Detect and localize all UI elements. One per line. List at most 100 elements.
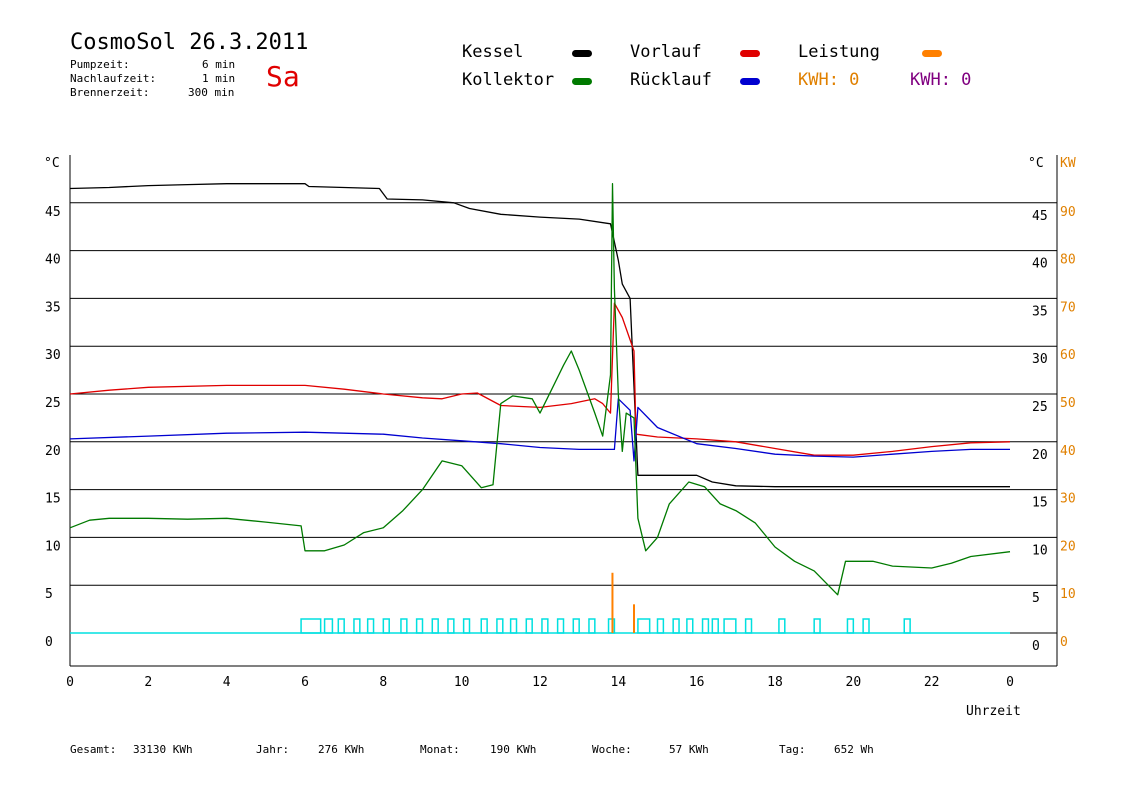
y-unit-left: °C xyxy=(44,156,60,171)
x-tick-label: 0 xyxy=(1006,675,1014,690)
pump-mark xyxy=(480,618,488,634)
y-tick-label-right: 0 xyxy=(1032,639,1040,654)
x-tick-label: 18 xyxy=(767,675,783,690)
pump-mark xyxy=(862,618,870,634)
pump-mark xyxy=(813,618,821,634)
y-tick-label: 5 xyxy=(45,587,53,602)
footer-gesamt-label: Gesamt: xyxy=(70,743,117,756)
footer-woche-value: 57 KWh xyxy=(669,743,709,756)
pump-mark xyxy=(496,618,504,634)
legend-vorlauf-swatch xyxy=(740,50,760,57)
pump-mark xyxy=(509,618,518,634)
footer-jahr-label: Jahr: xyxy=(256,743,290,756)
x-axis-label: Uhrzeit xyxy=(966,704,1021,719)
pump-mark xyxy=(588,618,596,634)
x-tick-label: 10 xyxy=(454,675,470,690)
legend-ruecklauf-swatch xyxy=(740,78,760,85)
y-tick-label: 25 xyxy=(45,396,61,411)
pump-mark xyxy=(382,618,390,634)
pump-mark xyxy=(300,618,322,634)
pump-mark xyxy=(337,618,345,634)
series-line-vorlauf xyxy=(69,302,1011,456)
y-unit-right: °C xyxy=(1028,156,1044,171)
y-tick-label-right: 10 xyxy=(1032,543,1048,558)
y-tick-label-power: 30 xyxy=(1060,492,1076,507)
params-block: Pumpzeit: 6 min Nachlaufzeit: 1 min Bren… xyxy=(70,58,235,156)
x-tick-label: 8 xyxy=(379,675,387,690)
pump-mark xyxy=(572,618,580,634)
y-tick-label: 10 xyxy=(45,539,61,554)
pump-mark xyxy=(711,618,719,634)
x-tick-label: 2 xyxy=(144,675,152,690)
pump-mark xyxy=(447,618,455,634)
pump-mark xyxy=(353,618,361,634)
x-tick-label: 12 xyxy=(532,675,548,690)
pump-mark xyxy=(525,618,533,634)
y-tick-label-power: 60 xyxy=(1060,348,1076,363)
legend-kessel-swatch xyxy=(572,50,592,57)
pump-mark xyxy=(701,618,710,634)
footer-tag-value: 652 Wh xyxy=(834,743,874,756)
y-tick-label-right: 15 xyxy=(1032,496,1048,511)
y-tick-label-right: 20 xyxy=(1032,448,1048,463)
y-tick-label-right: 45 xyxy=(1032,209,1048,224)
legend-vorlauf-label: Vorlauf xyxy=(630,42,702,62)
y-tick-label: 15 xyxy=(45,492,61,507)
y-tick-label-right: 30 xyxy=(1032,352,1048,367)
pump-mark xyxy=(723,618,737,634)
pump-mark xyxy=(744,618,753,634)
legend-kessel-label: Kessel xyxy=(462,42,524,62)
footer-jahr-value: 276 KWh xyxy=(318,743,365,756)
y-tick-label: 20 xyxy=(45,444,61,459)
legend-kwh-orange: KWH: 0 xyxy=(798,70,860,90)
pump-mark xyxy=(778,618,786,634)
y-tick-label: 0 xyxy=(45,635,53,650)
param-value: 300 min xyxy=(188,86,235,99)
footer-tag-label: Tag: xyxy=(779,743,806,756)
weekday-label: Sa xyxy=(266,60,300,93)
pump-mark xyxy=(686,618,694,634)
series-line-rücklauf xyxy=(69,398,1010,462)
legend-kollektor-label: Kollektor xyxy=(462,70,555,90)
y-tick-label-power: 50 xyxy=(1060,396,1076,411)
x-tick-label: 14 xyxy=(611,675,627,690)
y-tick-label-power: 0 xyxy=(1060,635,1068,650)
param-label: Nachlaufzeit: xyxy=(70,72,157,85)
pump-mark xyxy=(672,618,680,634)
y-tick-label: 45 xyxy=(45,205,61,220)
x-tick-label: 0 xyxy=(66,675,74,690)
pump-mark xyxy=(431,618,439,634)
y-tick-label-power: 70 xyxy=(1060,300,1076,315)
pump-mark xyxy=(462,618,471,634)
x-tick-label: 4 xyxy=(223,675,231,690)
x-tick-label: 20 xyxy=(846,675,862,690)
pump-mark xyxy=(541,618,549,634)
param-value: 6 min xyxy=(202,58,236,71)
legend-kollektor-swatch xyxy=(572,78,592,85)
legend-ruecklauf-label: Rücklauf xyxy=(630,70,712,90)
pump-mark xyxy=(366,618,375,634)
legend-kwh-purple: KWH: 0 xyxy=(910,70,972,90)
y-tick-label: 40 xyxy=(45,253,61,268)
x-tick-label: 22 xyxy=(924,675,940,690)
y-tick-label-power: 20 xyxy=(1060,539,1076,554)
x-tick-label: 16 xyxy=(689,675,705,690)
series-line-kessel xyxy=(69,183,1010,488)
y-tick-label-power: 10 xyxy=(1060,587,1076,602)
pump-mark xyxy=(903,618,911,634)
pump-mark xyxy=(556,618,565,634)
y-tick-label-power: 80 xyxy=(1060,253,1076,268)
pump-mark xyxy=(400,618,408,634)
footer-gesamt-value: 33130 KWh xyxy=(133,743,193,756)
legend-leistung-swatch xyxy=(922,50,942,57)
y-tick-label-power: 90 xyxy=(1060,205,1076,220)
series-line-kollektor xyxy=(69,183,1011,596)
legend-leistung-label: Leistung xyxy=(798,42,880,62)
param-value: 1 min xyxy=(202,72,236,85)
param-label: Brennerzeit: xyxy=(70,86,150,99)
footer-woche-label: Woche: xyxy=(592,743,632,756)
footer-monat-label: Monat: xyxy=(420,743,460,756)
pump-mark xyxy=(637,618,651,634)
y-tick-label-right: 35 xyxy=(1032,304,1048,319)
